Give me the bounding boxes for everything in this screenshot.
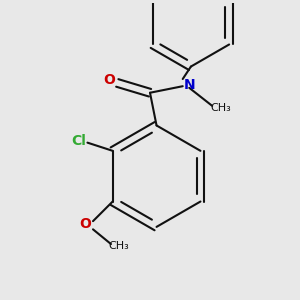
- Text: O: O: [103, 73, 115, 87]
- Text: O: O: [80, 218, 92, 231]
- Text: CH₃: CH₃: [210, 103, 231, 113]
- Text: CH₃: CH₃: [109, 241, 130, 251]
- Text: N: N: [184, 78, 196, 92]
- Text: Cl: Cl: [71, 134, 86, 148]
